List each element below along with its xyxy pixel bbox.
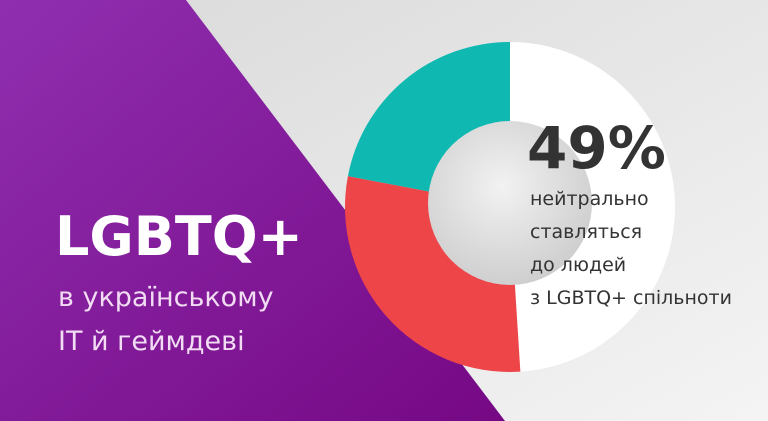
donut-segment xyxy=(510,42,675,372)
value-label: 49% xyxy=(527,114,666,182)
donut-hole xyxy=(428,121,592,285)
annotation-line: до людей xyxy=(530,254,626,276)
purple-panel xyxy=(0,0,505,421)
annotation-line: нейтрально xyxy=(530,188,649,210)
annotation-line: ставляться xyxy=(530,221,642,243)
annotation-line: з LGBTQ+ спільноти xyxy=(530,287,732,309)
subtitle-line: IT й геймдеві xyxy=(58,326,245,357)
subtitle-line: в українському xyxy=(58,282,274,313)
title: LGBTQ+ xyxy=(55,205,303,268)
